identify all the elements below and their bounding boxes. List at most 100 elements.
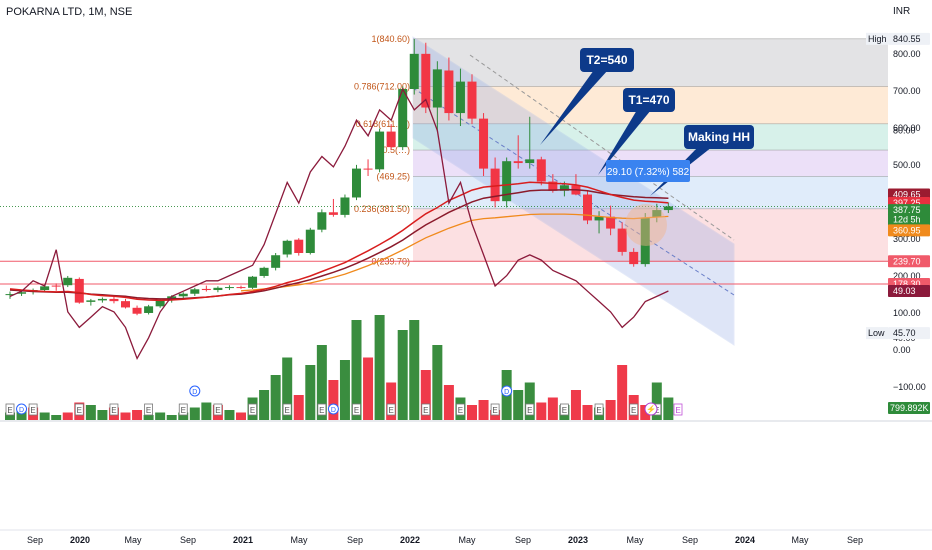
earnings-marker <box>74 403 84 416</box>
trend-dashed-line <box>469 54 735 241</box>
right-price-text: 12d 5h <box>893 215 921 225</box>
right-label-tag <box>866 327 888 340</box>
earnings-marker <box>5 403 15 416</box>
right-price-text: 397.25 <box>893 198 921 208</box>
candle-body <box>640 217 650 265</box>
candle-body <box>490 168 500 202</box>
right-price-text: 387.75 <box>893 205 921 215</box>
time-tick-label: Sep <box>515 535 531 545</box>
time-tick-label: Sep <box>847 535 863 545</box>
candle-body <box>305 229 315 254</box>
dividend-letter: D <box>504 389 509 396</box>
volume-bar <box>293 395 304 420</box>
axes: 800.00700.00600.00500.00400.00300.00200.… <box>0 32 932 545</box>
candle-body <box>190 289 200 294</box>
price-tick-label: 300.00 <box>893 234 921 244</box>
volume-bars <box>5 315 674 420</box>
t1-callout-box <box>623 88 675 112</box>
candle-body <box>536 159 546 182</box>
candle-body <box>432 69 442 108</box>
time-tick-label: May <box>626 535 644 545</box>
measure-box <box>606 160 690 182</box>
volume-bar <box>305 365 316 420</box>
candle-body <box>629 251 639 265</box>
earnings-letter: E <box>77 406 82 415</box>
volume-bar <box>236 412 246 420</box>
earnings-letter: E <box>111 406 116 415</box>
rsi-tick-label: 80.00 <box>893 126 916 136</box>
dividend-marker <box>16 403 28 415</box>
earnings-letter: E <box>354 406 359 415</box>
candle-body <box>271 255 281 268</box>
volume-bar <box>397 330 408 420</box>
earnings-marker <box>178 403 188 416</box>
volume-bar <box>640 405 651 420</box>
candle-body <box>340 197 350 215</box>
right-label-tag-text: Low <box>868 328 885 338</box>
earnings-letter: E <box>30 406 35 415</box>
candle-body <box>132 307 142 314</box>
t2-callout-box <box>580 48 634 72</box>
ema-orange-line <box>240 213 669 292</box>
fib-level-label: 0.786(712.00) <box>354 81 410 91</box>
candle-body <box>294 239 304 254</box>
time-tick-label: 2024 <box>735 535 755 545</box>
dividend-letter: D <box>331 407 336 414</box>
chart-title: POKARNA LTD, 1M, NSE <box>6 6 133 18</box>
candle-body <box>513 161 523 164</box>
candle-body <box>259 267 269 276</box>
time-tick-label: Sep <box>347 535 363 545</box>
earnings-letter: E <box>7 406 12 415</box>
volume-bar <box>132 410 143 420</box>
earnings-letter: E <box>146 406 151 415</box>
split-marker <box>644 402 658 416</box>
earnings-marker <box>386 403 396 416</box>
earnings-letter: E <box>215 406 220 415</box>
price-tick-label: 500.00 <box>893 160 921 170</box>
right-price-text: 409.65 <box>893 190 921 200</box>
volume-bar <box>443 385 454 420</box>
candle-body <box>467 81 477 119</box>
annotations: T2=540 T1=470 Making HH 29.10 (7.32%) 582 <box>540 48 754 246</box>
earnings-marker <box>109 403 119 416</box>
right-price-label <box>888 255 930 268</box>
candle-body <box>363 168 373 170</box>
candle-body <box>86 300 96 302</box>
dividend-marker <box>189 385 201 397</box>
candle-body <box>652 210 662 218</box>
candle-body <box>421 53 431 108</box>
earnings-marker <box>317 403 327 416</box>
candle-body <box>74 278 84 303</box>
earnings-marker <box>629 403 639 416</box>
candle-body <box>109 298 119 302</box>
horizontal-lines <box>0 206 888 285</box>
candle-body <box>559 185 569 191</box>
candle-body <box>594 216 604 221</box>
volume-bar <box>582 405 593 420</box>
rsi-value-text: 49.03 <box>893 286 916 296</box>
candle-body <box>479 118 489 169</box>
volume-bar <box>513 390 524 420</box>
volume-bar <box>663 397 674 420</box>
volume-bar <box>536 402 547 420</box>
right-label-tag-text: High <box>868 34 887 44</box>
price-tick-label: 200.00 <box>893 271 921 281</box>
earnings-letter: E <box>527 406 532 415</box>
volume-bar <box>97 410 108 420</box>
candle-body <box>236 287 246 289</box>
highlight-circle <box>625 204 667 246</box>
earnings-letter: E <box>319 406 324 415</box>
volume-bar <box>143 415 154 420</box>
event-markers: EEEEEEEEEEEEEEEEEEEEDDDD⚡E <box>5 385 683 416</box>
candle-body <box>51 285 61 287</box>
candle-body <box>455 81 465 114</box>
volume-bar <box>224 410 235 420</box>
dividend-marker <box>327 403 339 415</box>
volume-bar <box>432 345 443 420</box>
fib-zone <box>413 38 888 87</box>
candle-body <box>398 89 408 148</box>
earnings-letter: E <box>631 406 636 415</box>
hh-callout-text: Making HH <box>688 130 750 144</box>
dividend-letter: D <box>192 389 197 396</box>
